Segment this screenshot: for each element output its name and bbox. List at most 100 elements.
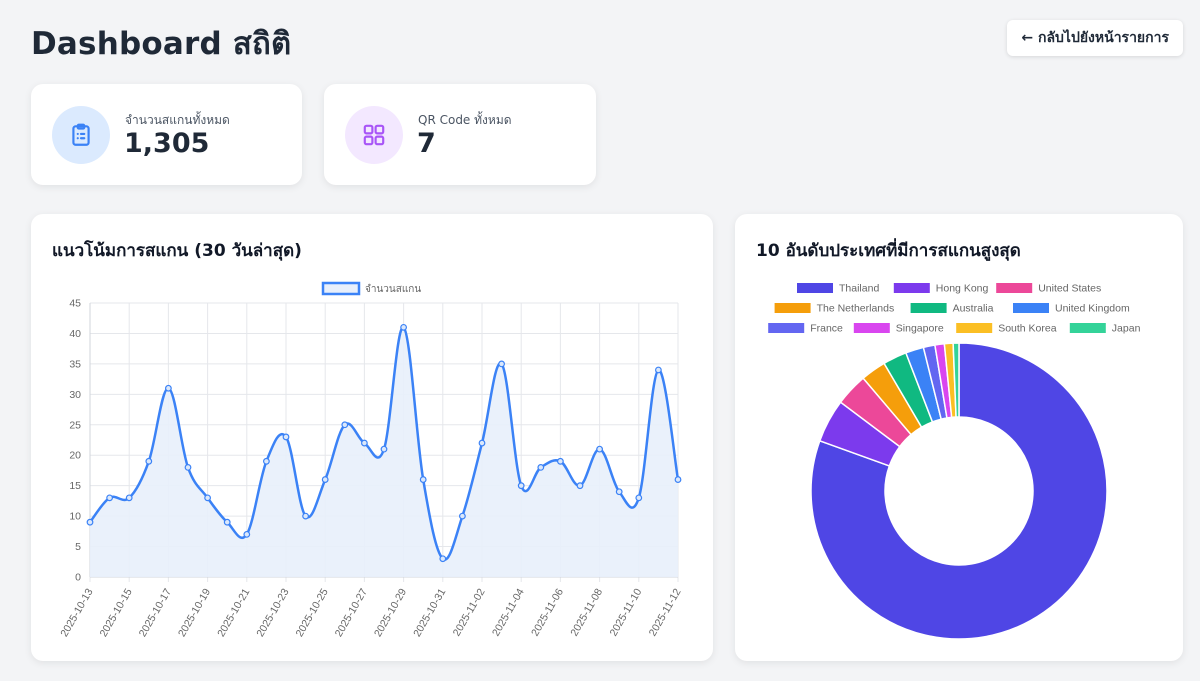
y-tick-label: 0 bbox=[75, 572, 81, 584]
legend-label: South Korea bbox=[998, 323, 1057, 335]
legend-swatch bbox=[1069, 323, 1106, 333]
x-tick-label: 2025-11-08 bbox=[568, 586, 605, 638]
x-tick-label: 2025-10-13 bbox=[58, 586, 95, 639]
y-tick-label: 20 bbox=[69, 450, 81, 462]
scan-trend-title: แนวโน้มการสแกน (30 วันล่าสุด) bbox=[52, 241, 302, 261]
legend-label: United States bbox=[1038, 283, 1101, 295]
series-line bbox=[89, 326, 680, 561]
data-point bbox=[655, 366, 662, 374]
y-tick-label: 35 bbox=[69, 358, 81, 370]
data-point bbox=[537, 463, 545, 471]
data-point bbox=[106, 494, 113, 502]
data-point bbox=[419, 476, 427, 483]
x-tick-label: 2025-10-23 bbox=[254, 586, 291, 639]
legend-label: จำนวนสแกน bbox=[365, 284, 421, 295]
legend-swatch bbox=[956, 323, 993, 333]
x-tick-label: 2025-10-21 bbox=[215, 586, 252, 639]
data-point bbox=[557, 457, 564, 465]
data-point bbox=[361, 439, 368, 447]
legend-swatch bbox=[910, 303, 947, 313]
x-tick-label: 2025-10-31 bbox=[411, 586, 448, 639]
x-tick-label: 2025-10-19 bbox=[176, 586, 213, 639]
y-tick-label: 45 bbox=[69, 298, 81, 310]
data-point bbox=[125, 494, 133, 502]
data-point bbox=[478, 439, 486, 447]
x-tick-label: 2025-10-29 bbox=[372, 586, 409, 639]
data-point bbox=[380, 445, 388, 453]
data-point bbox=[439, 555, 447, 563]
legend-label: The Netherlands bbox=[817, 303, 895, 315]
data-point bbox=[615, 488, 623, 496]
clipboard-icon bbox=[52, 106, 110, 164]
data-point bbox=[576, 482, 584, 490]
data-point bbox=[517, 482, 525, 490]
data-point bbox=[635, 494, 643, 502]
data-point bbox=[204, 494, 212, 502]
legend-swatch bbox=[768, 323, 805, 333]
y-tick-label: 25 bbox=[69, 419, 81, 431]
x-tick-label: 2025-10-25 bbox=[294, 586, 331, 639]
page-title: Dashboard สถิติ bbox=[31, 26, 292, 62]
data-point bbox=[184, 463, 192, 471]
total-qr-card: QR Code ทั้งหมด 7 bbox=[324, 84, 596, 185]
x-tick-label: 2025-10-15 bbox=[98, 586, 135, 639]
legend-label: United Kingdom bbox=[1055, 303, 1130, 315]
total-scans-label: จำนวนสแกนทั้งหมด bbox=[125, 113, 230, 127]
x-tick-label: 2025-11-06 bbox=[529, 586, 566, 638]
legend-swatch bbox=[321, 281, 361, 296]
total-scans-card: จำนวนสแกนทั้งหมด 1,305 bbox=[31, 84, 302, 185]
x-tick-label: 2025-11-02 bbox=[451, 586, 488, 638]
total-scans-value: 1,305 bbox=[124, 128, 210, 159]
top-countries-chart: Thailand Hong Kong United States The Nether… bbox=[768, 283, 1141, 640]
legend-label: Australia bbox=[953, 303, 994, 315]
legend-label: Hong Kong bbox=[936, 283, 989, 295]
legend-swatch bbox=[996, 283, 1033, 293]
data-point bbox=[674, 476, 682, 483]
data-point bbox=[262, 457, 270, 465]
legend-swatch bbox=[893, 283, 930, 293]
data-point bbox=[145, 457, 153, 465]
x-tick-label: 2025-10-17 bbox=[137, 586, 174, 639]
y-tick-label: 30 bbox=[69, 389, 81, 401]
back-to-list-button[interactable]: ← กลับไปยังหน้ารายการ bbox=[1007, 20, 1183, 56]
data-point bbox=[596, 445, 603, 453]
y-tick-label: 5 bbox=[75, 541, 81, 553]
x-tick-label: 2025-11-10 bbox=[608, 586, 645, 638]
legend-label: France bbox=[810, 323, 843, 335]
y-tick-label: 10 bbox=[69, 511, 81, 523]
top-countries-title: 10 อันดับประเทศที่มีการสแกนสูงสุด bbox=[756, 241, 1021, 261]
top-countries-panel: 10 อันดับประเทศที่มีการสแกนสูงสุด Thaila… bbox=[735, 214, 1183, 661]
data-point bbox=[282, 433, 290, 441]
legend-label: Thailand bbox=[839, 283, 879, 295]
legend-swatch bbox=[853, 323, 890, 333]
data-point bbox=[302, 512, 310, 520]
data-point bbox=[459, 512, 466, 520]
data-point bbox=[164, 384, 172, 392]
data-point bbox=[223, 518, 231, 526]
x-tick-label: 2025-10-27 bbox=[333, 586, 370, 639]
legend-swatch bbox=[797, 283, 833, 293]
y-tick-label: 40 bbox=[69, 328, 81, 340]
total-qr-label: QR Code ทั้งหมด bbox=[418, 113, 512, 127]
data-point bbox=[498, 360, 506, 368]
data-point bbox=[321, 476, 329, 483]
legend-swatch bbox=[1013, 303, 1049, 313]
x-tick-label: 2025-11-12 bbox=[647, 586, 684, 638]
data-point bbox=[400, 323, 408, 331]
slice-thailand bbox=[810, 342, 1108, 640]
chart-legend: Thailand Hong Kong United States The Nether… bbox=[768, 283, 1141, 335]
data-point bbox=[86, 518, 94, 526]
slice-japan bbox=[952, 342, 960, 418]
total-qr-value: 7 bbox=[417, 128, 436, 159]
chart-legend: จำนวนสแกน bbox=[321, 281, 421, 296]
x-tick-label: 2025-11-04 bbox=[490, 586, 527, 638]
legend-label: Singapore bbox=[896, 323, 944, 335]
legend-label: Japan bbox=[1112, 323, 1141, 335]
data-point bbox=[341, 421, 349, 429]
y-tick-label: 15 bbox=[69, 480, 81, 492]
legend-swatch bbox=[774, 303, 811, 313]
scan-trend-panel: แนวโน้มการสแกน (30 วันล่าสุด) จำนวนสแกน 0… bbox=[31, 214, 713, 661]
data-point bbox=[243, 530, 251, 538]
grid-icon bbox=[345, 106, 403, 164]
